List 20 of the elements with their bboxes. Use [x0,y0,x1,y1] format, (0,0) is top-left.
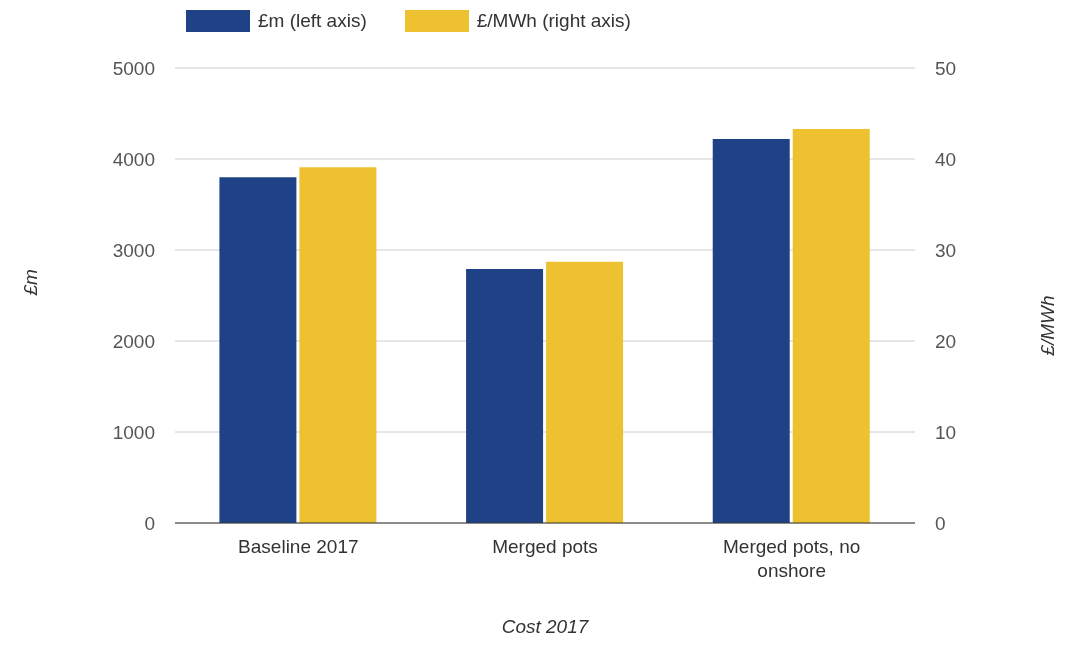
y-tick-label: 2000 [112,330,155,352]
y-tick-label: 3000 [112,239,155,261]
x-tick-label: Merged pots [492,536,598,557]
x-axis-title: Cost 2017 [501,616,590,637]
x-tick-label: Merged pots, no onshore [723,536,861,581]
y-axis-title: £m [19,269,41,297]
y2-tick-label: 20 [935,330,957,352]
y2-tick-label: 50 [935,57,957,79]
y-tick-label: 0 [144,512,155,534]
x-tick-label: Baseline 2017 [238,536,359,557]
y2-tick-label: 30 [935,239,957,261]
legend-label: £/MWh (right axis) [476,10,631,32]
y-tick-label: 1000 [112,421,155,443]
y2-tick-label: 10 [935,421,957,443]
y-tick-label: 5000 [112,57,155,79]
legend-label: £m (left axis) [258,10,367,32]
y2-tick-label: 0 [935,512,946,534]
y2-tick-label: 40 [935,148,957,170]
y-tick-label: 4000 [112,148,155,170]
y2-axis-title: £/MWh [1036,295,1058,357]
